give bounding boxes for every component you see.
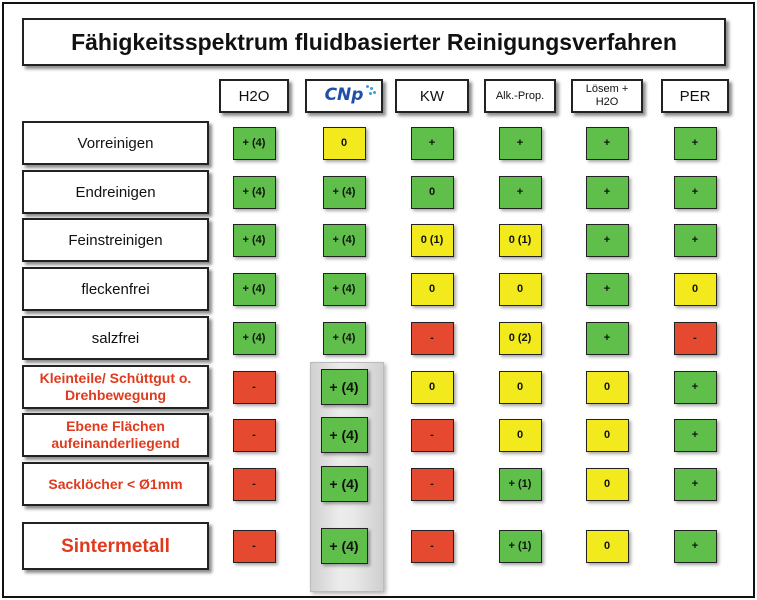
row-label-7: Sacklöcher < Ø1mm xyxy=(22,462,209,506)
row-label-6: Ebene Flächen aufeinanderliegend xyxy=(22,413,209,457)
rating-cell: + xyxy=(498,175,542,209)
column-header-0: H2O xyxy=(219,79,289,113)
rating-cell: 0 xyxy=(673,272,717,306)
rating-cell: + (4) xyxy=(232,321,276,355)
row-label-2: Feinstreinigen xyxy=(22,218,209,262)
rating-cell: + xyxy=(585,175,629,209)
rating-cell: + xyxy=(585,223,629,257)
column-header-3: Alk.-Prop. xyxy=(484,79,556,113)
rating-cell: 0 (1) xyxy=(498,223,542,257)
diagram-title: Fähigkeitsspektrum fluidbasierter Reinig… xyxy=(22,18,726,66)
rating-cell: - xyxy=(232,529,276,563)
rating-cell: + (4) xyxy=(322,223,366,257)
rating-cell: 0 xyxy=(498,370,542,404)
rating-cell: + xyxy=(673,175,717,209)
rating-cell: 0 xyxy=(585,467,629,501)
rating-cell: + xyxy=(498,126,542,160)
row-label-8: Sintermetall xyxy=(22,522,209,570)
rating-cell: 0 (1) xyxy=(410,223,454,257)
rating-cell: - xyxy=(410,321,454,355)
rating-cell: - xyxy=(410,529,454,563)
rating-cell: - xyxy=(232,467,276,501)
rating-cell: + (1) xyxy=(498,529,542,563)
column-header-cnp: CNp xyxy=(305,79,383,113)
row-label-3: fleckenfrei xyxy=(22,267,209,311)
rating-cell: - xyxy=(232,418,276,452)
rating-cell: 0 xyxy=(585,529,629,563)
rating-cell: + (4) xyxy=(320,466,368,502)
rating-cell: + xyxy=(410,126,454,160)
rating-cell: 0 xyxy=(410,175,454,209)
rating-cell: + xyxy=(673,529,717,563)
rating-cell: 0 xyxy=(585,370,629,404)
rating-cell: - xyxy=(673,321,717,355)
rating-cell: + xyxy=(673,223,717,257)
rating-cell: + (4) xyxy=(232,223,276,257)
logo-text: CNp xyxy=(324,84,364,105)
rating-cell: + (4) xyxy=(320,369,368,405)
rating-cell: + (4) xyxy=(322,321,366,355)
logo-dots-icon xyxy=(366,85,376,95)
row-label-1: Endreinigen xyxy=(22,170,209,214)
row-label-5: Kleinteile/ Schüttgut o. Drehbewegung xyxy=(22,365,209,409)
rating-cell: + (4) xyxy=(320,528,368,564)
rating-cell: 0 xyxy=(498,272,542,306)
rating-cell: + xyxy=(585,126,629,160)
rating-cell: + (4) xyxy=(232,175,276,209)
logo-dot xyxy=(366,85,369,88)
rating-cell: + (4) xyxy=(232,126,276,160)
rating-cell: + (4) xyxy=(232,272,276,306)
logo-dot xyxy=(370,87,373,90)
rating-cell: 0 xyxy=(410,272,454,306)
logo-dot xyxy=(373,91,376,94)
logo-dot xyxy=(369,92,372,95)
rating-cell: 0 xyxy=(585,418,629,452)
rating-cell: + (1) xyxy=(498,467,542,501)
rating-cell: + xyxy=(585,321,629,355)
rating-cell: 0 xyxy=(498,418,542,452)
column-header-4: Lösem + H2O xyxy=(571,79,643,113)
column-header-2: KW xyxy=(395,79,469,113)
rating-cell: + (4) xyxy=(322,175,366,209)
rating-cell: + xyxy=(673,370,717,404)
rating-cell: - xyxy=(232,370,276,404)
cnp-logo-icon: CNp xyxy=(324,84,364,106)
rating-cell: + xyxy=(585,272,629,306)
row-label-4: salzfrei xyxy=(22,316,209,360)
rating-cell: 0 xyxy=(322,126,366,160)
rating-cell: + xyxy=(673,126,717,160)
rating-cell: + (4) xyxy=(320,417,368,453)
rating-cell: + xyxy=(673,467,717,501)
rating-cell: + (4) xyxy=(322,272,366,306)
rating-cell: + xyxy=(673,418,717,452)
row-label-0: Vorreinigen xyxy=(22,121,209,165)
rating-cell: - xyxy=(410,418,454,452)
rating-cell: 0 xyxy=(410,370,454,404)
rating-cell: - xyxy=(410,467,454,501)
rating-cell: 0 (2) xyxy=(498,321,542,355)
column-header-5: PER xyxy=(661,79,729,113)
